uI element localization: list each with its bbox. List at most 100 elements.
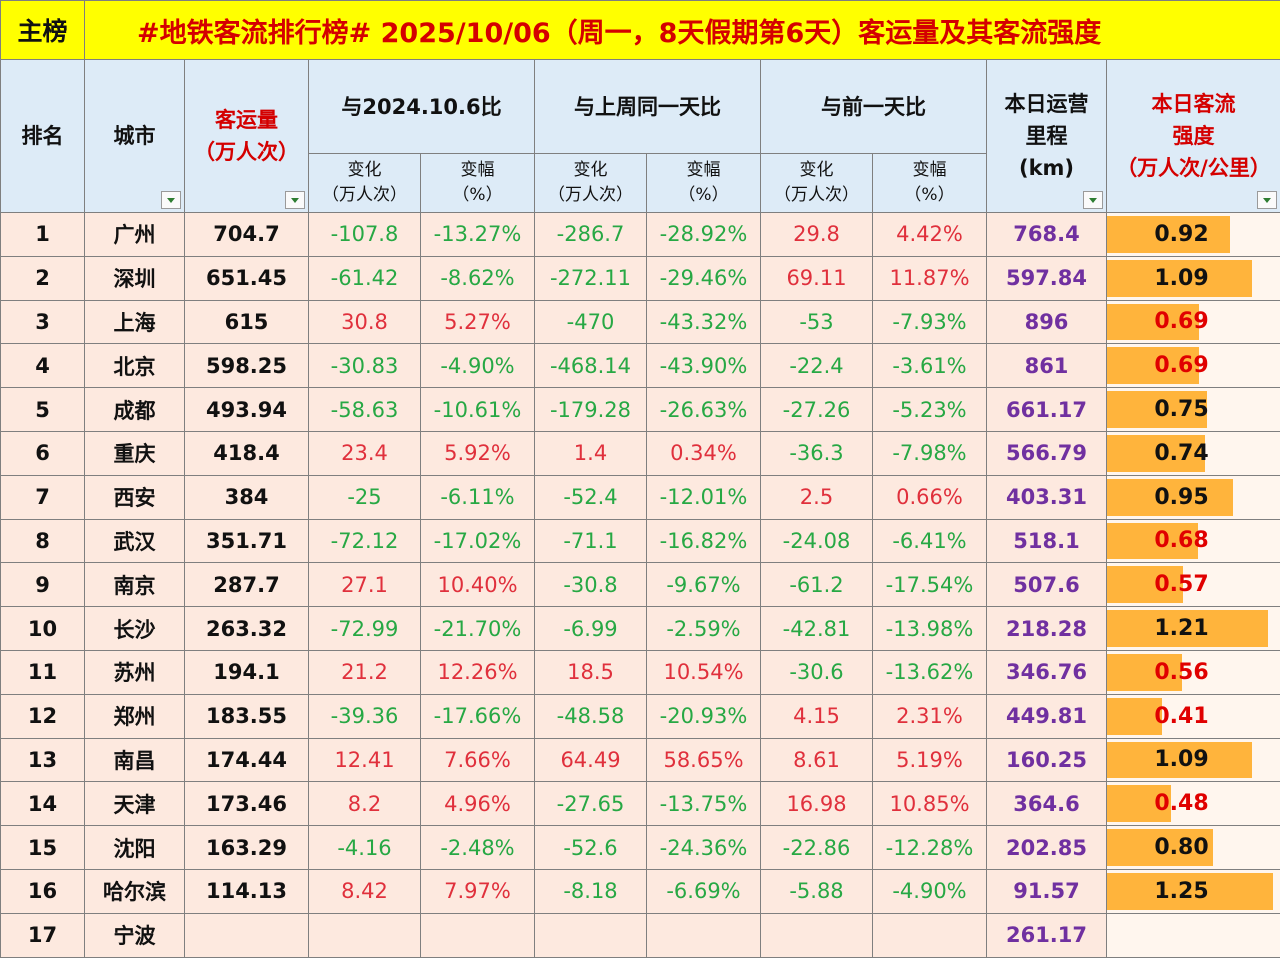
intensity-cell: 0.48 (1107, 782, 1280, 826)
filter-dropdown-icon[interactable] (161, 191, 181, 209)
yoy-pct-cell: -17.02% (421, 519, 535, 563)
dod-pct-cell: -4.90% (873, 869, 987, 913)
dod-pct-cell: -13.62% (873, 650, 987, 694)
wow-change-cell: -470 (535, 300, 647, 344)
yoy-pct-cell: 4.96% (421, 782, 535, 826)
wow-pct-cell: -20.93% (647, 694, 761, 738)
rank-cell: 7 (1, 475, 85, 519)
dod-change-cell: -36.3 (761, 431, 873, 475)
city-cell: 武汉 (85, 519, 185, 563)
rank-cell: 15 (1, 826, 85, 870)
intensity-value: 0.74 (1107, 432, 1256, 475)
volume-cell: 287.7 (185, 563, 309, 607)
header-change-line1: 变化 (309, 158, 420, 183)
length-cell: 91.57 (987, 869, 1107, 913)
length-cell: 597.84 (987, 256, 1107, 300)
filter-dropdown-icon[interactable] (1257, 191, 1277, 209)
header-volume-line2: （万人次） (185, 136, 308, 168)
dod-pct-cell (873, 913, 987, 957)
intensity-cell: 0.92 (1107, 213, 1280, 257)
main-list-tab[interactable]: 主榜 (1, 1, 85, 60)
header-length-line1: 本日运营 (987, 88, 1106, 120)
wow-change-cell (535, 913, 647, 957)
length-cell: 202.85 (987, 826, 1107, 870)
dod-change-cell: -5.88 (761, 869, 873, 913)
intensity-value: 0.69 (1107, 344, 1256, 387)
dod-pct-cell: -3.61% (873, 344, 987, 388)
wow-pct-cell: -28.92% (647, 213, 761, 257)
rank-cell: 17 (1, 913, 85, 957)
yoy-pct-cell: 5.92% (421, 431, 535, 475)
volume-cell: 351.71 (185, 519, 309, 563)
header-yoy-pct: 变幅（%） (421, 154, 535, 213)
volume-cell: 615 (185, 300, 309, 344)
yoy-pct-cell: -8.62% (421, 256, 535, 300)
header-change-line1: 变化 (761, 158, 872, 183)
dod-change-cell: -24.08 (761, 519, 873, 563)
wow-change-cell: -286.7 (535, 213, 647, 257)
header-group-dod: 与前一天比 (761, 60, 987, 154)
city-cell: 广州 (85, 213, 185, 257)
wow-pct-cell (647, 913, 761, 957)
header-intensity-line1: 本日客流 (1107, 88, 1280, 120)
intensity-cell: 0.69 (1107, 300, 1280, 344)
page-title: #地铁客流排行榜# 2025/10/06（周一，8天假期第6天）客运量及其客流强… (85, 1, 1280, 60)
volume-cell: 598.25 (185, 344, 309, 388)
volume-cell: 263.32 (185, 607, 309, 651)
length-cell: 449.81 (987, 694, 1107, 738)
intensity-value: 1.09 (1107, 257, 1256, 300)
yoy-change-cell: 21.2 (309, 650, 421, 694)
yoy-pct-cell: -13.27% (421, 213, 535, 257)
dod-change-cell: -22.86 (761, 826, 873, 870)
dod-change-cell (761, 913, 873, 957)
wow-pct-cell: 10.54% (647, 650, 761, 694)
intensity-cell: 0.74 (1107, 431, 1280, 475)
header-intensity-line2: 强度 (1107, 120, 1280, 152)
volume-cell: 163.29 (185, 826, 309, 870)
volume-cell: 651.45 (185, 256, 309, 300)
intensity-cell: 1.21 (1107, 607, 1280, 651)
rank-cell: 5 (1, 388, 85, 432)
city-cell: 天津 (85, 782, 185, 826)
city-cell: 长沙 (85, 607, 185, 651)
wow-pct-cell: -6.69% (647, 869, 761, 913)
dod-change-cell: -27.26 (761, 388, 873, 432)
volume-cell (185, 913, 309, 957)
length-cell: 261.17 (987, 913, 1107, 957)
intensity-value: 0.69 (1107, 301, 1256, 344)
city-cell: 深圳 (85, 256, 185, 300)
yoy-pct-cell: 7.66% (421, 738, 535, 782)
rank-cell: 8 (1, 519, 85, 563)
intensity-cell: 0.80 (1107, 826, 1280, 870)
wow-pct-cell: -43.90% (647, 344, 761, 388)
city-cell: 哈尔滨 (85, 869, 185, 913)
city-cell: 重庆 (85, 431, 185, 475)
wow-pct-cell: -9.67% (647, 563, 761, 607)
filter-dropdown-icon[interactable] (285, 191, 305, 209)
wow-pct-cell: 0.34% (647, 431, 761, 475)
length-cell: 861 (987, 344, 1107, 388)
header-length-line2: 里程 (987, 120, 1106, 152)
dod-change-cell: -42.81 (761, 607, 873, 651)
filter-dropdown-icon[interactable] (1083, 191, 1103, 209)
rank-cell: 11 (1, 650, 85, 694)
wow-change-cell: -30.8 (535, 563, 647, 607)
wow-pct-cell: -16.82% (647, 519, 761, 563)
header-pct-line1: 变幅 (647, 158, 760, 183)
yoy-pct-cell: -10.61% (421, 388, 535, 432)
yoy-pct-cell: -21.70% (421, 607, 535, 651)
wow-change-cell: -8.18 (535, 869, 647, 913)
yoy-pct-cell: 10.40% (421, 563, 535, 607)
title-bar: 主榜 #地铁客流排行榜# 2025/10/06（周一，8天假期第6天）客运量及其… (1, 1, 1280, 60)
dod-pct-cell: 5.19% (873, 738, 987, 782)
header-intensity: 本日客流 强度 （万人次/公里） (1107, 60, 1280, 213)
city-cell: 上海 (85, 300, 185, 344)
